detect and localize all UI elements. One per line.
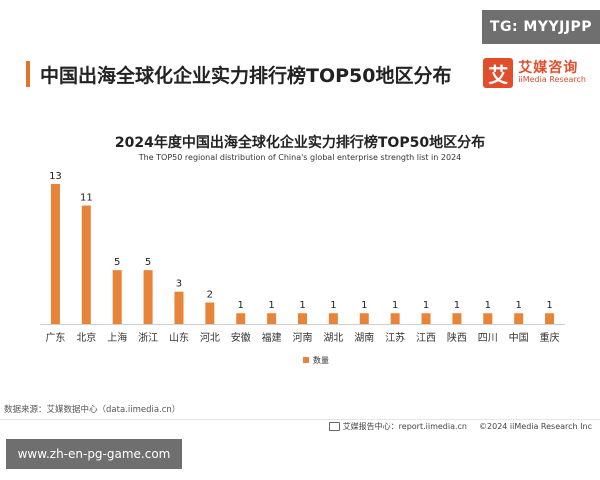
bar [452,313,462,324]
copyright: ©2024 iiMedia Research Inc [479,422,592,431]
x-tick-label: 陕西 [447,331,467,344]
x-tick-label: 浙江 [138,332,158,344]
bar [81,205,91,324]
data-label: 1 [515,300,521,311]
x-tick-label: 中国 [509,331,529,344]
tg-watermark: TG: MYYJJPP [482,10,600,44]
data-label: 13 [49,171,62,182]
title-accent-bar [26,61,30,87]
bar [236,313,246,324]
bar [50,184,60,324]
bar-chart: 13广东11北京5上海5浙江3山东2河北1安徽1福建1河南1湖北1湖南1江苏1江… [40,171,565,365]
legend-label: 数量 [313,355,329,365]
logo-text: 艾媒咨询 iiMedia Research [518,59,586,85]
data-label: 3 [176,279,182,290]
page-title: 中国出海全球化企业实力排行榜TOP50地区分布 [40,64,452,87]
x-tick-label: 广东 [45,331,65,344]
data-label: 1 [423,300,429,311]
x-tick-label: 江苏 [385,331,405,344]
x-tick-label: 福建 [262,331,282,344]
bar [112,270,122,324]
bar [421,313,431,324]
data-label: 1 [268,300,274,311]
x-tick-label: 山东 [169,331,189,344]
data-label: 5 [114,257,120,268]
data-label: 1 [299,300,305,311]
footer-divider [0,419,600,420]
bar [205,302,215,324]
x-tick-label: 上海 [107,331,127,344]
legend-swatch [303,357,309,363]
bar [328,313,338,324]
data-label: 1 [361,300,367,311]
logo-name-cn: 艾媒咨询 [518,59,579,76]
chart-subtitle: The TOP50 regional distribution of China… [138,153,462,162]
bar [483,313,493,324]
logo-name-en: iiMedia Research [518,75,586,85]
x-tick-label: 四川 [478,333,498,344]
data-label: 1 [392,300,398,311]
page-header: 中国出海全球化企业实力排行榜TOP50地区分布 [26,60,451,88]
x-tick-label: 河南 [293,331,313,344]
x-tick-label: 湖南 [354,331,374,344]
url-watermark: www.zh-en-pg-game.com [6,439,182,469]
logo-mark-icon: 艾 [483,58,514,88]
printer-icon [328,422,340,431]
data-label: 2 [207,289,213,300]
footer: 艾媒报告中心：report.iimedia.cn ©2024 iiMedia R… [328,421,592,432]
bar [390,313,400,324]
bar [298,313,307,324]
report-center-text: 艾媒报告中心：report.iimedia.cn [342,422,468,431]
data-source: 数据来源：艾媒数据中心（data.iimedia.cn） [4,405,181,415]
x-tick-label: 安徽 [231,331,251,344]
data-label: 11 [80,193,93,204]
report-center: 艾媒报告中心：report.iimedia.cn [328,421,468,432]
bar [545,313,555,324]
bar [267,313,277,324]
data-label: 1 [454,300,460,311]
data-label: 1 [546,300,552,311]
data-label: 5 [145,257,151,268]
x-tick-label: 北京 [76,331,96,344]
data-label: 1 [330,300,336,311]
bar [359,313,369,324]
chart-title: 2024年度中国出海全球化企业实力排行榜TOP50地区分布 [114,135,486,151]
bar [143,270,153,324]
data-label: 1 [485,300,491,311]
iimedia-logo: 艾 艾媒咨询 iiMedia Research [483,58,586,88]
x-tick-label: 重庆 [540,331,560,344]
x-tick-label: 江西 [416,332,436,344]
bar [174,291,184,324]
x-tick-label: 河北 [200,332,220,344]
x-tick-label: 湖北 [323,332,343,344]
bar [514,313,524,324]
data-label: 1 [238,300,244,311]
